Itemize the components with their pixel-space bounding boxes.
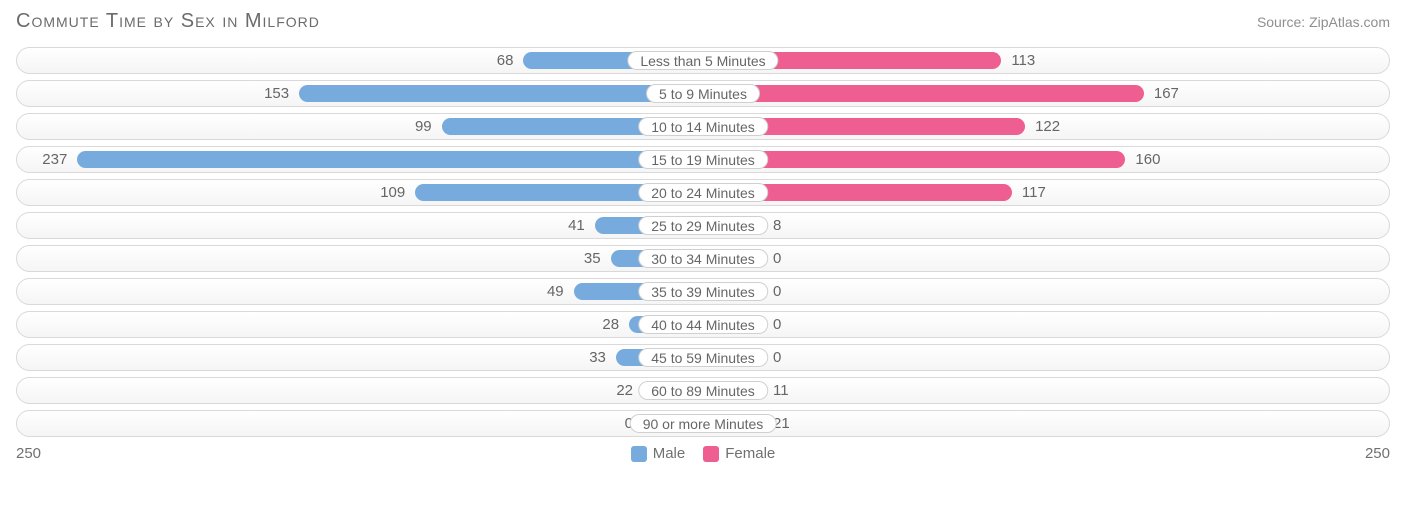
axis-max-left: 250 [16, 445, 41, 462]
category-pill: 10 to 14 Minutes [638, 117, 768, 136]
category-pill: Less than 5 Minutes [627, 51, 778, 70]
male-bar [77, 151, 703, 168]
female-value: 113 [1005, 48, 1041, 73]
category-pill: 35 to 39 Minutes [638, 282, 768, 301]
row-track: 35 030 to 34 Minutes [16, 245, 1390, 272]
male-bar [299, 85, 703, 102]
female-value: 8 [767, 213, 787, 238]
row-track: 02190 or more Minutes [16, 410, 1390, 437]
male-value: 33 [583, 345, 612, 370]
female-value: 0 [767, 279, 787, 304]
category-pill: 90 or more Minutes [630, 414, 777, 433]
chart-legend: Male Female [631, 445, 776, 462]
female-value: 11 [767, 378, 795, 403]
female-value: 0 [767, 345, 787, 370]
female-value: 0 [767, 312, 787, 337]
row-track: 99 122 10 to 14 Minutes [16, 113, 1390, 140]
male-value: 109 [374, 180, 411, 205]
category-pill: 40 to 44 Minutes [638, 315, 768, 334]
category-pill: 25 to 29 Minutes [638, 216, 768, 235]
female-value: 160 [1129, 147, 1166, 172]
male-value: 22 [610, 378, 639, 403]
category-pill: 30 to 34 Minutes [638, 249, 768, 268]
row-track: 153 167 5 to 9 Minutes [16, 80, 1390, 107]
male-value: 99 [409, 114, 438, 139]
chart-footer: 250 Male Female 250 [16, 445, 1390, 462]
chart-title: Commute Time by Sex in Milford [16, 10, 320, 33]
category-pill: 5 to 9 Minutes [646, 84, 760, 103]
legend-label: Male [653, 445, 686, 462]
male-value: 28 [596, 312, 625, 337]
row-track: 41 825 to 29 Minutes [16, 212, 1390, 239]
chart-rows: 68 113 Less than 5 Minutes 153 167 5 to 9 Min… [16, 47, 1390, 437]
category-pill: 45 to 59 Minutes [638, 348, 768, 367]
male-value: 35 [578, 246, 607, 271]
row-track: 33 045 to 59 Minutes [16, 344, 1390, 371]
female-value: 167 [1148, 81, 1185, 106]
female-value: 117 [1016, 180, 1052, 205]
axis-max-right: 250 [1365, 445, 1390, 462]
legend-swatch [703, 446, 719, 462]
legend-item: Female [703, 445, 775, 462]
row-track: 68 113 Less than 5 Minutes [16, 47, 1390, 74]
male-value: 41 [562, 213, 591, 238]
category-pill: 60 to 89 Minutes [638, 381, 768, 400]
legend-swatch [631, 446, 647, 462]
male-value: 237 [36, 147, 73, 172]
female-value: 122 [1029, 114, 1066, 139]
male-value: 49 [541, 279, 570, 304]
chart-source: Source: ZipAtlas.com [1257, 14, 1390, 30]
row-track: 109 117 20 to 24 Minutes [16, 179, 1390, 206]
legend-item: Male [631, 445, 686, 462]
male-value: 68 [491, 48, 520, 73]
row-track: 237 160 15 to 19 Minutes [16, 146, 1390, 173]
category-pill: 20 to 24 Minutes [638, 183, 768, 202]
legend-label: Female [725, 445, 775, 462]
female-value: 0 [767, 246, 787, 271]
row-track: 22 1160 to 89 Minutes [16, 377, 1390, 404]
female-bar [703, 85, 1144, 102]
row-track: 28 040 to 44 Minutes [16, 311, 1390, 338]
row-track: 49 035 to 39 Minutes [16, 278, 1390, 305]
male-value: 153 [258, 81, 295, 106]
chart-header: Commute Time by Sex in Milford Source: Z… [16, 10, 1390, 33]
chart-container: Commute Time by Sex in Milford Source: Z… [0, 0, 1406, 522]
category-pill: 15 to 19 Minutes [638, 150, 768, 169]
